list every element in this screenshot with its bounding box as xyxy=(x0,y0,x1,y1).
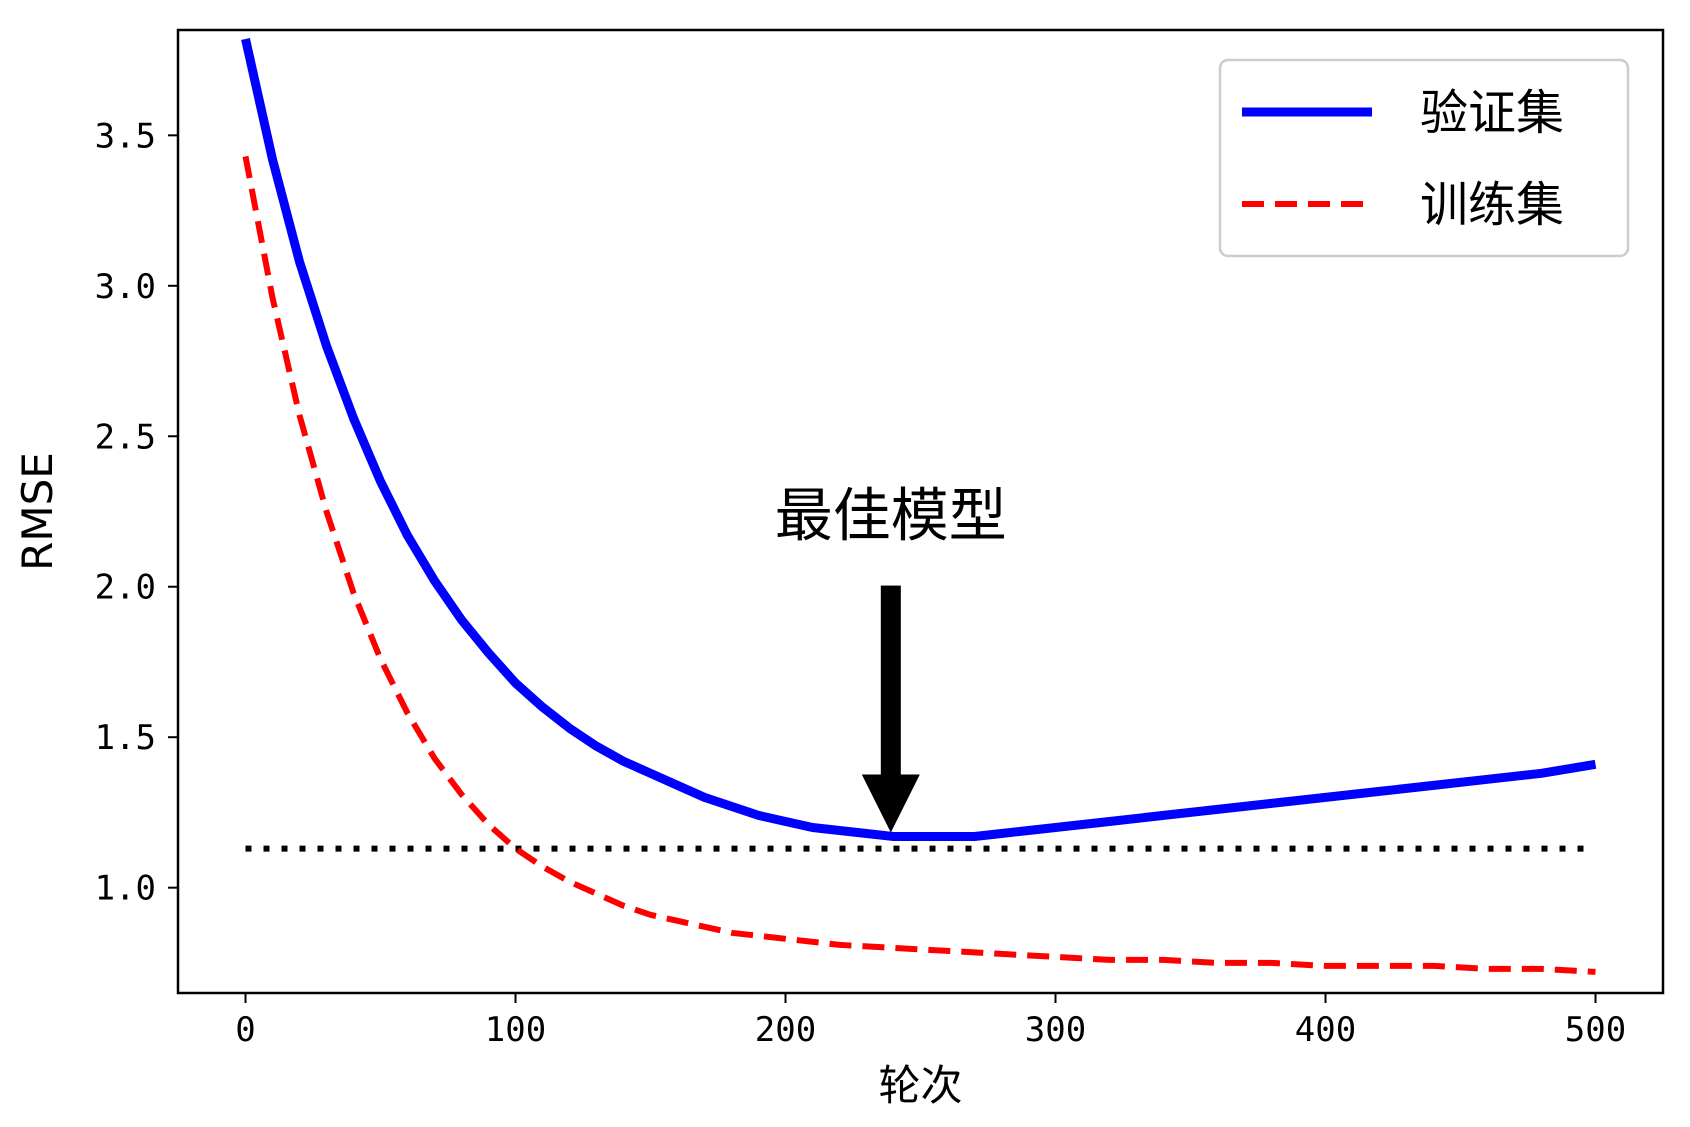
y-tick-label: 2.0 xyxy=(95,568,156,608)
y-tick-label: 1.5 xyxy=(95,718,156,758)
annotation-label: 最佳模型 xyxy=(775,482,1007,550)
x-tick-label: 0 xyxy=(235,1010,255,1050)
series-line-solid xyxy=(241,38,1597,841)
plot-area xyxy=(176,28,1665,995)
annotation-arrow-head xyxy=(861,774,920,833)
x-tick-label: 400 xyxy=(1295,1010,1356,1050)
axis-ticks: 0 100 200 300 400 500 1.0 1.5 2.0 2.5 3.0 3.5 xyxy=(95,116,1627,1050)
y-tick-label: 3.0 xyxy=(95,267,156,307)
annotation: 最佳模型 xyxy=(775,482,1007,833)
series-layer xyxy=(241,38,1597,975)
y-tick-label: 1.0 xyxy=(95,869,156,909)
annotation-arrow-shaft xyxy=(880,585,901,777)
legend-label-training: 训练集 xyxy=(1420,177,1564,233)
y-axis-label: RMSE xyxy=(13,452,62,571)
x-tick-label: 200 xyxy=(755,1010,816,1050)
x-tick-label: 100 xyxy=(485,1010,546,1050)
legend-label-validation: 验证集 xyxy=(1420,85,1564,141)
y-tick-label: 2.5 xyxy=(95,417,156,457)
x-tick-label: 500 xyxy=(1565,1010,1626,1050)
series-line-dashed xyxy=(242,155,1596,975)
x-axis-label: 轮次 xyxy=(878,1061,962,1110)
x-tick-label: 300 xyxy=(1025,1010,1086,1050)
legend: 验证集 训练集 xyxy=(1218,58,1630,258)
axes-border xyxy=(176,28,1665,995)
y-tick-label: 3.5 xyxy=(95,116,156,156)
